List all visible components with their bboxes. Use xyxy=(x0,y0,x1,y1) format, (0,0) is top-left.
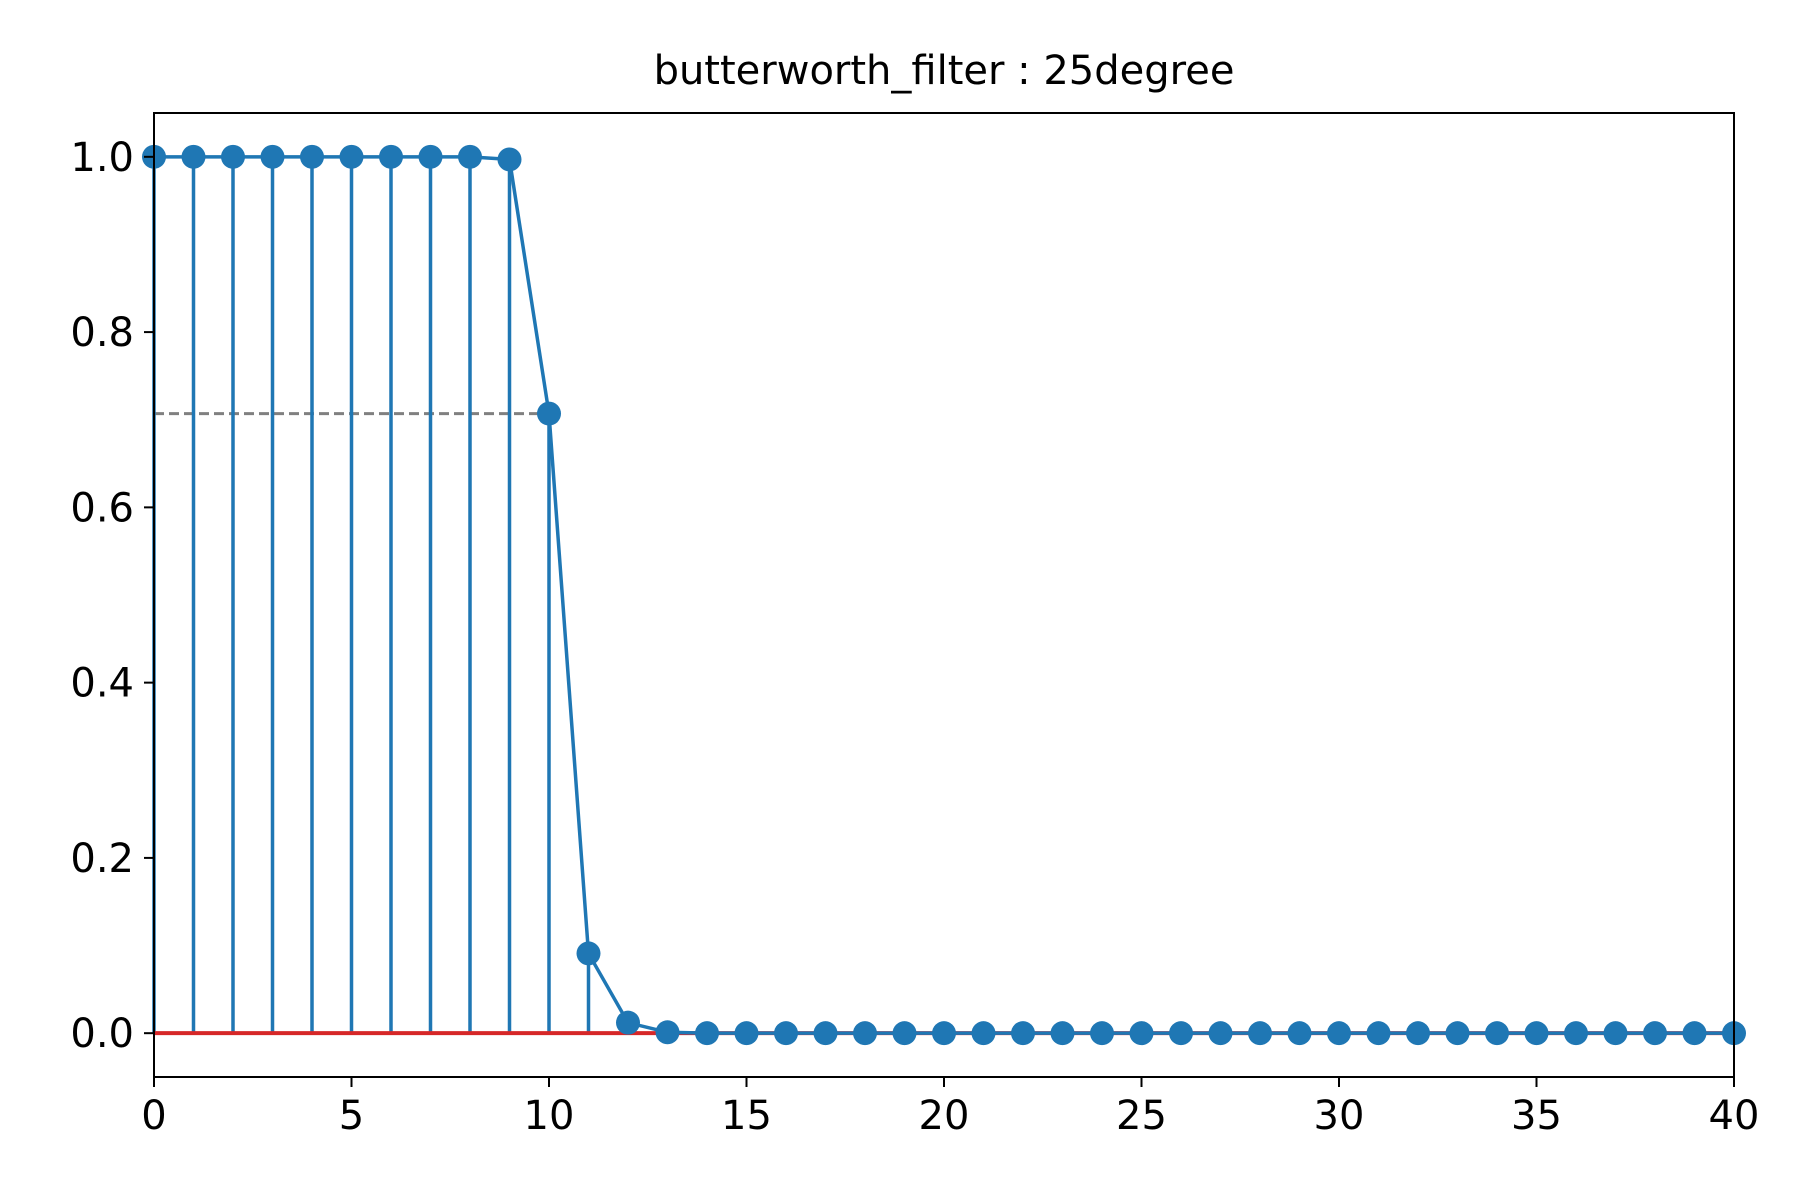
data-point xyxy=(576,941,601,966)
y-tick-label: 0.8 xyxy=(70,310,134,356)
data-point xyxy=(695,1021,719,1046)
data-point xyxy=(1327,1021,1351,1046)
data-point xyxy=(1090,1021,1114,1046)
data-point xyxy=(734,1021,759,1046)
data-point xyxy=(221,144,245,169)
data-point xyxy=(181,144,206,169)
y-tick-label: 0.0 xyxy=(70,1011,134,1057)
x-tick-label: 10 xyxy=(524,1093,575,1139)
x-tick-label: 30 xyxy=(1314,1093,1365,1139)
data-point xyxy=(1643,1021,1667,1046)
data-point xyxy=(1050,1021,1075,1046)
x-tick-label: 40 xyxy=(1709,1093,1760,1139)
data-point xyxy=(655,1020,680,1045)
data-point xyxy=(1129,1021,1154,1046)
data-point xyxy=(379,144,403,169)
data-point xyxy=(1485,1021,1509,1046)
data-point xyxy=(1406,1021,1430,1046)
data-point xyxy=(1524,1021,1549,1046)
stems-layer xyxy=(152,156,670,1034)
data-point xyxy=(1445,1021,1470,1046)
data-point xyxy=(971,1021,996,1046)
x-tick-label: 0 xyxy=(141,1093,166,1139)
x-tick-label: 20 xyxy=(919,1093,970,1139)
x-tick-label: 25 xyxy=(1116,1093,1167,1139)
y-axis-ticks: 0.0 0.2 0.4 0.6 0.8 1.0 xyxy=(70,135,154,1057)
data-point xyxy=(418,144,443,169)
data-point xyxy=(537,401,561,426)
data-point xyxy=(260,144,285,169)
data-point xyxy=(458,144,482,169)
x-axis-ticks: 0 5 10 15 20 25 30 35 40 xyxy=(141,1077,1759,1139)
y-tick-label: 0.6 xyxy=(70,485,134,531)
data-point xyxy=(497,147,522,172)
data-point xyxy=(892,1021,917,1046)
y-tick-label: 0.2 xyxy=(70,836,134,882)
data-point xyxy=(853,1021,877,1046)
x-tick-label: 5 xyxy=(339,1093,364,1139)
data-point xyxy=(1287,1021,1312,1046)
data-point xyxy=(339,144,364,169)
data-point xyxy=(932,1021,956,1046)
chart-title: butterworth_filter : 25degree xyxy=(654,48,1235,94)
data-point xyxy=(1366,1021,1391,1046)
data-point xyxy=(300,144,324,169)
data-point xyxy=(1682,1021,1707,1046)
y-tick-label: 0.4 xyxy=(70,661,134,707)
data-point xyxy=(1169,1021,1193,1046)
data-point xyxy=(1564,1021,1588,1046)
data-point xyxy=(616,1010,640,1035)
y-tick-label: 1.0 xyxy=(70,135,134,181)
data-point xyxy=(1248,1021,1272,1046)
x-tick-label: 35 xyxy=(1511,1093,1562,1139)
data-point xyxy=(813,1021,838,1046)
data-point xyxy=(774,1021,798,1046)
data-point xyxy=(1208,1021,1233,1046)
x-tick-label: 15 xyxy=(721,1093,772,1139)
data-point xyxy=(1011,1021,1035,1046)
data-point xyxy=(1603,1021,1628,1046)
